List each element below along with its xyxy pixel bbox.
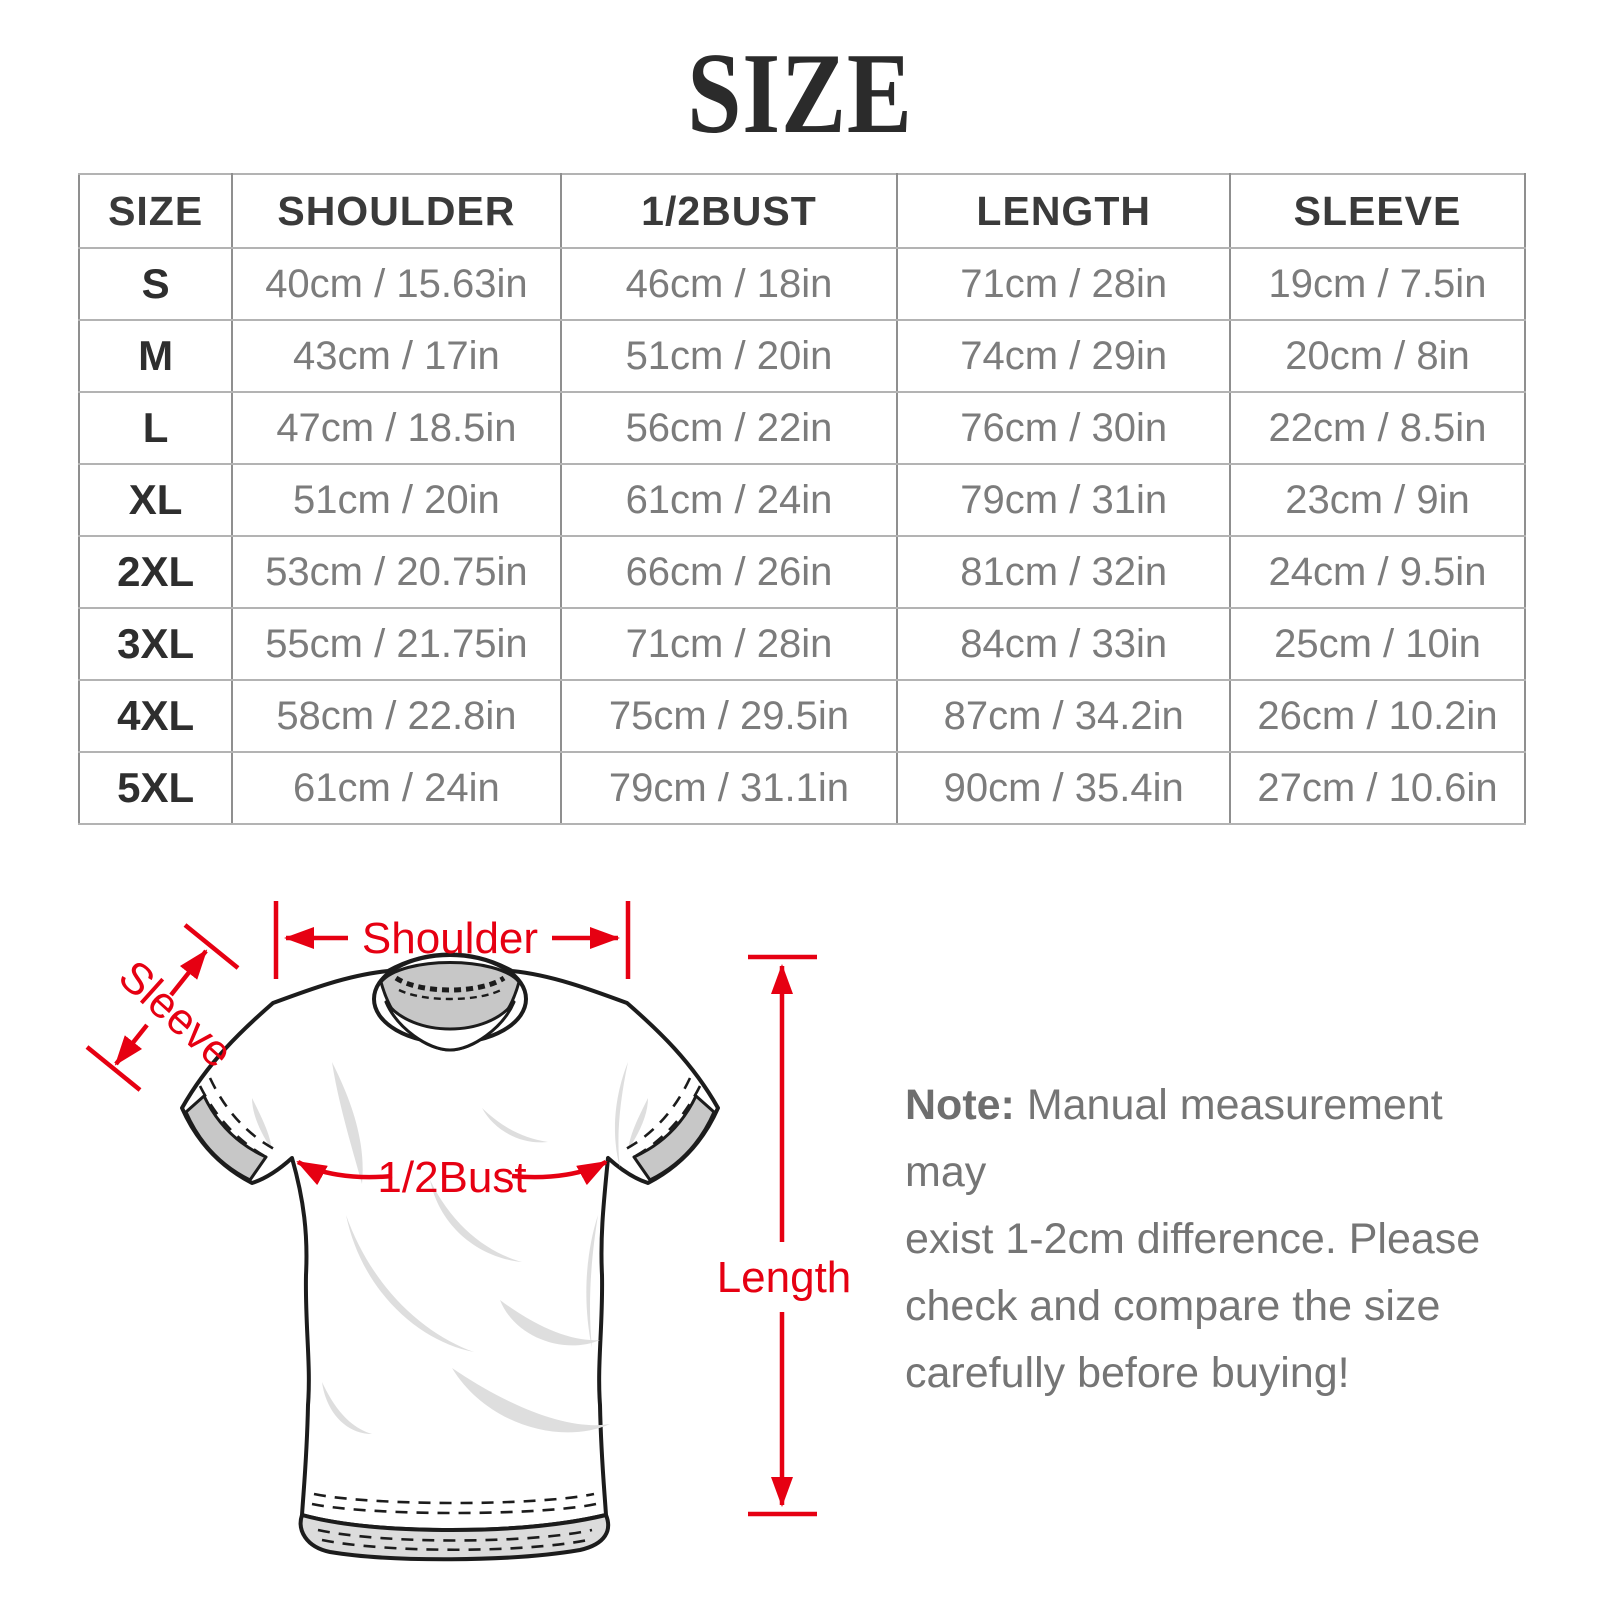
measurement-cell: 71cm / 28in [896,247,1231,321]
measurement-cell: 79cm / 31.1in [559,751,899,825]
table-row: S 40cm / 15.63in 46cm / 18in 71cm / 28in 19c… [77,247,1527,321]
measurement-cell: 27cm / 10.6in [1228,751,1527,825]
table-row: 5XL 61cm / 24in 79cm / 31.1in 90cm / 35.4in… [77,751,1527,825]
table-row: M 43cm / 17in 51cm / 20in 74cm / 29in 20cm /… [77,319,1527,393]
measurement-cell: 79cm / 31in [896,463,1231,537]
measurement-note: Note: Manual measurement may exist 1-2cm… [905,1072,1525,1407]
measurement-cell: 81cm / 32in [896,535,1231,609]
length-dimension: Length [717,954,852,1517]
size-label-cell: 3XL [77,607,234,681]
table-row: 3XL 55cm / 21.75in 71cm / 28in 84cm / 33in 2… [77,607,1527,681]
size-table-head: SIZE SHOULDER 1/2BUST LENGTH SLEEVE [77,173,1527,249]
size-table-body: S 40cm / 15.63in 46cm / 18in 71cm / 28in 19c… [77,247,1527,825]
note-line: exist 1-2cm difference. Please [905,1215,1481,1263]
table-row: 2XL 53cm / 20.75in 66cm / 26in 81cm / 32in 2… [77,535,1527,609]
bust-dimension-label: 1/2Bust [377,1153,526,1202]
bust-dimension: 1/2Bust [296,1153,608,1202]
tshirt-collar [372,953,528,1052]
sleeve-dimension: Sleeve [85,923,242,1092]
measurement-cell: 46cm / 18in [559,247,899,321]
size-label-cell: 2XL [77,535,234,609]
measurement-cell: 71cm / 28in [559,607,899,681]
measurement-cell: 19cm / 7.5in [1228,247,1527,321]
measurement-cell: 51cm / 20in [231,463,562,537]
measurement-cell: 40cm / 15.63in [231,247,562,321]
tshirt-illustration [180,952,720,1562]
measurement-cell: 22cm / 8.5in [1228,391,1527,465]
measurement-cell: 61cm / 24in [559,463,899,537]
measurement-cell: 75cm / 29.5in [559,679,899,753]
column-header: LENGTH [896,173,1231,249]
page-title: SIZE [687,30,913,158]
measurement-cell: 84cm / 33in [896,607,1231,681]
column-header: SIZE [77,173,234,249]
shoulder-dimension: Shoulder [273,901,631,979]
measurement-cell: 56cm / 22in [559,391,899,465]
size-label-cell: 4XL [77,679,234,753]
note-prefix: Note: [905,1081,1015,1129]
sleeve-dimension-label: Sleeve [109,951,242,1077]
size-label-cell: XL [77,463,234,537]
size-table: SIZE SHOULDER 1/2BUST LENGTH SLEEVE S 40cm / … [77,173,1527,825]
measurement-cell: 87cm / 34.2in [896,679,1231,753]
note-line: Note: Manual measurement may [905,1081,1443,1196]
measurement-cell: 53cm / 20.75in [231,535,562,609]
table-row: 4XL 58cm / 22.8in 75cm / 29.5in 87cm / 34.2… [77,679,1527,753]
measurement-cell: 20cm / 8in [1228,319,1527,393]
header-row: SIZE SHOULDER 1/2BUST LENGTH SLEEVE [77,173,1527,249]
measurement-cell: 25cm / 10in [1228,607,1527,681]
shoulder-dimension-label: Shoulder [362,914,538,963]
measurement-cell: 90cm / 35.4in [896,751,1231,825]
table-row: L 47cm / 18.5in 56cm / 22in 76cm / 30in 22cm… [77,391,1527,465]
measurement-cell: 66cm / 26in [559,535,899,609]
tshirt-body-outline [180,952,720,1532]
measurement-cell: 55cm / 21.75in [231,607,562,681]
tshirt-hem [298,1513,611,1562]
measurement-cell: 47cm / 18.5in [231,391,562,465]
measurement-cell: 74cm / 29in [896,319,1231,393]
length-dimension-label: Length [717,1253,852,1302]
measurement-cell: 58cm / 22.8in [231,679,562,753]
size-label-cell: L [77,391,234,465]
measurement-cell: 24cm / 9.5in [1228,535,1527,609]
measurement-cell: 76cm / 30in [896,391,1231,465]
size-table-container: SIZE SHOULDER 1/2BUST LENGTH SLEEVE S 40cm / … [77,173,1527,825]
note-line: carefully before buying! [905,1349,1350,1397]
note-line: check and compare the size [905,1282,1441,1330]
size-label-cell: S [77,247,234,321]
column-header: SLEEVE [1228,173,1527,249]
size-label-cell: 5XL [77,751,234,825]
measurement-cell: 61cm / 24in [231,751,562,825]
table-row: XL 51cm / 20in 61cm / 24in 79cm / 31in 23cm … [77,463,1527,537]
measurement-cell: 43cm / 17in [231,319,562,393]
tshirt-right-cuff [632,1094,716,1182]
measurement-cell: 51cm / 20in [559,319,899,393]
column-header: 1/2BUST [559,173,899,249]
size-label-cell: M [77,319,234,393]
measurement-cell: 23cm / 9in [1228,463,1527,537]
tshirt-left-cuff [184,1094,268,1182]
measurement-cell: 26cm / 10.2in [1228,679,1527,753]
column-header: SHOULDER [231,173,562,249]
